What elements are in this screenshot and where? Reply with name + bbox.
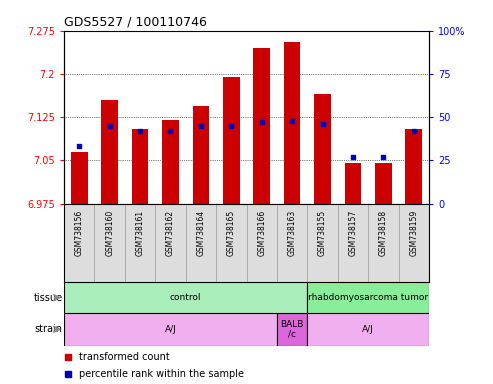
Text: GSM738166: GSM738166 [257, 210, 266, 256]
Text: GSM738161: GSM738161 [136, 210, 144, 256]
Text: tissue: tissue [34, 293, 63, 303]
Bar [71, 152, 88, 204]
Text: BALB
/c: BALB /c [281, 319, 304, 339]
Text: A/J: A/J [362, 325, 374, 334]
Text: strain: strain [35, 324, 63, 334]
Text: A/J: A/J [165, 325, 176, 334]
Text: GSM738164: GSM738164 [196, 210, 206, 256]
Bar [102, 100, 118, 204]
Text: GSM738155: GSM738155 [318, 210, 327, 256]
Text: GSM738157: GSM738157 [349, 210, 357, 256]
Bar [314, 94, 331, 204]
Text: rhabdomyosarcoma tumor: rhabdomyosarcoma tumor [308, 293, 428, 302]
Bar [405, 129, 422, 204]
Bar [307, 313, 429, 346]
Text: GDS5527 / 100110746: GDS5527 / 100110746 [64, 15, 207, 28]
Text: GSM738165: GSM738165 [227, 210, 236, 256]
Bar [277, 313, 307, 346]
Bar [375, 163, 391, 204]
Bar [64, 282, 307, 313]
Bar [284, 42, 300, 204]
Text: control: control [170, 293, 202, 302]
Bar [223, 77, 240, 204]
Bar [253, 48, 270, 204]
Bar [307, 282, 429, 313]
Text: GSM738163: GSM738163 [287, 210, 297, 256]
Bar [64, 313, 277, 346]
Text: GSM738158: GSM738158 [379, 210, 388, 256]
Bar [162, 120, 179, 204]
Text: transformed count: transformed count [79, 352, 170, 362]
Text: GSM738159: GSM738159 [409, 210, 418, 256]
Bar [345, 163, 361, 204]
Text: GSM738160: GSM738160 [105, 210, 114, 256]
Bar [193, 106, 209, 204]
Text: percentile rank within the sample: percentile rank within the sample [79, 369, 244, 379]
Text: GSM738162: GSM738162 [166, 210, 175, 256]
Text: GSM738156: GSM738156 [75, 210, 84, 256]
Bar [132, 129, 148, 204]
